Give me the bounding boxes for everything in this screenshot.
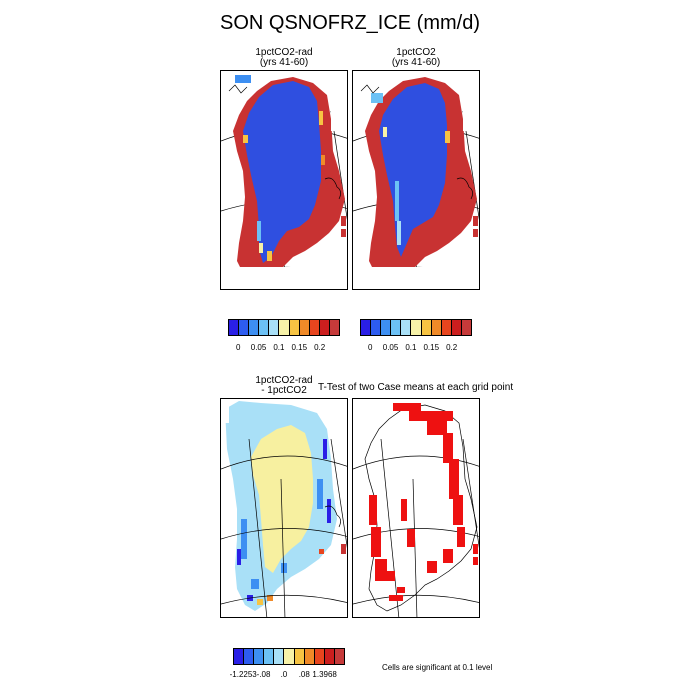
white-blanks	[353, 71, 479, 289]
map-svg	[353, 71, 479, 289]
colorbar-ticks-top-right: 0 0.05 0.1 0.15 0.2	[360, 343, 472, 355]
colorbar-swatch	[299, 320, 310, 335]
map-panel-bottom-left	[220, 398, 348, 618]
colorbar-top-right	[360, 319, 472, 336]
colorbar-top-left	[228, 319, 340, 336]
colorbar-swatch	[421, 320, 432, 335]
colorbar-swatch	[269, 320, 280, 335]
colorbar-swatch	[319, 320, 330, 335]
colorbar-swatch	[329, 320, 340, 335]
map-svg	[221, 71, 347, 289]
white-blanks	[221, 399, 347, 439]
colorbar-swatch	[461, 320, 472, 335]
map-panel-bottom-right	[352, 398, 480, 618]
coastline	[360, 84, 473, 200]
colorbar-swatch	[229, 320, 240, 335]
map-svg	[221, 399, 347, 617]
colorbar-swatch	[289, 320, 300, 335]
colorbar-swatch	[249, 320, 260, 335]
colorbar-swatch	[254, 649, 265, 664]
outline-islands	[341, 544, 346, 554]
significance-note: Cells are significant at 0.1 level	[382, 663, 493, 672]
graticule	[353, 438, 479, 617]
map-panel-top-right	[352, 70, 480, 290]
graticule	[221, 438, 347, 617]
colorbar-swatch	[451, 320, 462, 335]
colorbar-swatch	[274, 649, 285, 664]
colorbar-tick-label: 0	[235, 343, 241, 352]
colorbar-swatch	[259, 320, 270, 335]
colorbar-swatch	[264, 649, 275, 664]
outline-islands	[341, 216, 346, 237]
colorbar-swatch	[324, 649, 335, 664]
panel-title-line2: - 1pctCO2	[261, 385, 307, 396]
outline-islands	[473, 216, 478, 237]
panel-title-bottom-right: T-Test of two Case means at each grid po…	[318, 382, 514, 393]
colorbar-bottom	[233, 648, 345, 665]
panel-title-line1: 1pctCO2-rad	[255, 375, 313, 386]
colorbar-swatch	[334, 649, 345, 664]
ice-blue-region	[243, 81, 321, 263]
colorbar-swatch	[431, 320, 442, 335]
panel-title-line1: 1pctCO2-rad	[255, 47, 313, 58]
colorbar-swatch	[279, 320, 290, 335]
colorbar-swatch	[244, 649, 255, 664]
diff-yellow-region	[251, 425, 313, 573]
colorbar-swatch	[239, 320, 250, 335]
coastline	[228, 84, 341, 200]
colorbar-ticks-top-left: 0 0.05 0.1 0.15 0.2	[228, 343, 340, 355]
white-blanks	[221, 71, 347, 289]
panel-title-bottom-left: 1pctCO2-rad - 1pctCO2	[220, 376, 348, 396]
colorbar-swatch	[304, 649, 315, 664]
colorbar-swatch	[371, 320, 382, 335]
colorbar-tick-label: 0	[367, 343, 373, 352]
colorbar-tick-label: 0.05	[250, 343, 267, 352]
colorbar-tick-label: -.08	[256, 670, 271, 679]
panel-title-top-left: 1pctCO2-rad (yrs 41-60)	[220, 48, 348, 68]
colorbar-swatch	[361, 320, 372, 335]
figure-title: SON QSNOFRZ_ICE (mm/d)	[219, 12, 480, 34]
colorbar-tick-label: 0.2	[446, 343, 458, 352]
panel-title-line1: 1pctCO2	[396, 47, 436, 58]
transition-cells	[235, 75, 325, 261]
map-panel-top-left	[220, 70, 348, 290]
diff-blue-cells	[241, 479, 323, 589]
colorbar-swatch	[441, 320, 452, 335]
colorbar-swatch	[294, 649, 305, 664]
colorbar-tick-label: .08	[298, 670, 310, 679]
panel-title-top-right: 1pctCO2 (yrs 41-60)	[352, 48, 480, 68]
colorbar-swatch	[401, 320, 412, 335]
map-svg	[353, 403, 479, 617]
colorbar-ticks-bottom: -1.2253 -.08 .0 .08 1.3968	[229, 670, 345, 682]
colorbar-swatch	[284, 649, 295, 664]
coastline	[324, 505, 341, 528]
colorbar-tick-label: -1.2253	[229, 670, 257, 679]
colorbar-swatch	[391, 320, 402, 335]
diff-warm-cells	[257, 549, 324, 605]
colorbar-swatch	[309, 320, 320, 335]
colorbar-tick-label: 0.2	[314, 343, 326, 352]
colorbar-tick-label: 0.05	[382, 343, 399, 352]
colorbar-swatch	[314, 649, 325, 664]
transition-cells	[371, 93, 450, 245]
colorbar-tick-label: 0.15	[291, 343, 308, 352]
significant-cells	[369, 403, 478, 601]
colorbar-tick-label: 0.1	[273, 343, 285, 352]
colorbar-swatch	[381, 320, 392, 335]
panel-title-line2: (yrs 41-60)	[391, 57, 441, 68]
colorbar-tick-label: 0.1	[405, 343, 417, 352]
panel-title-line2: (yrs 41-60)	[259, 57, 309, 68]
colorbar-tick-label: .0	[280, 670, 288, 679]
colorbar-tick-label: 1.3968	[312, 670, 337, 679]
colorbar-swatch	[411, 320, 422, 335]
colorbar-tick-label: 0.15	[423, 343, 440, 352]
colorbar-swatch	[234, 649, 245, 664]
